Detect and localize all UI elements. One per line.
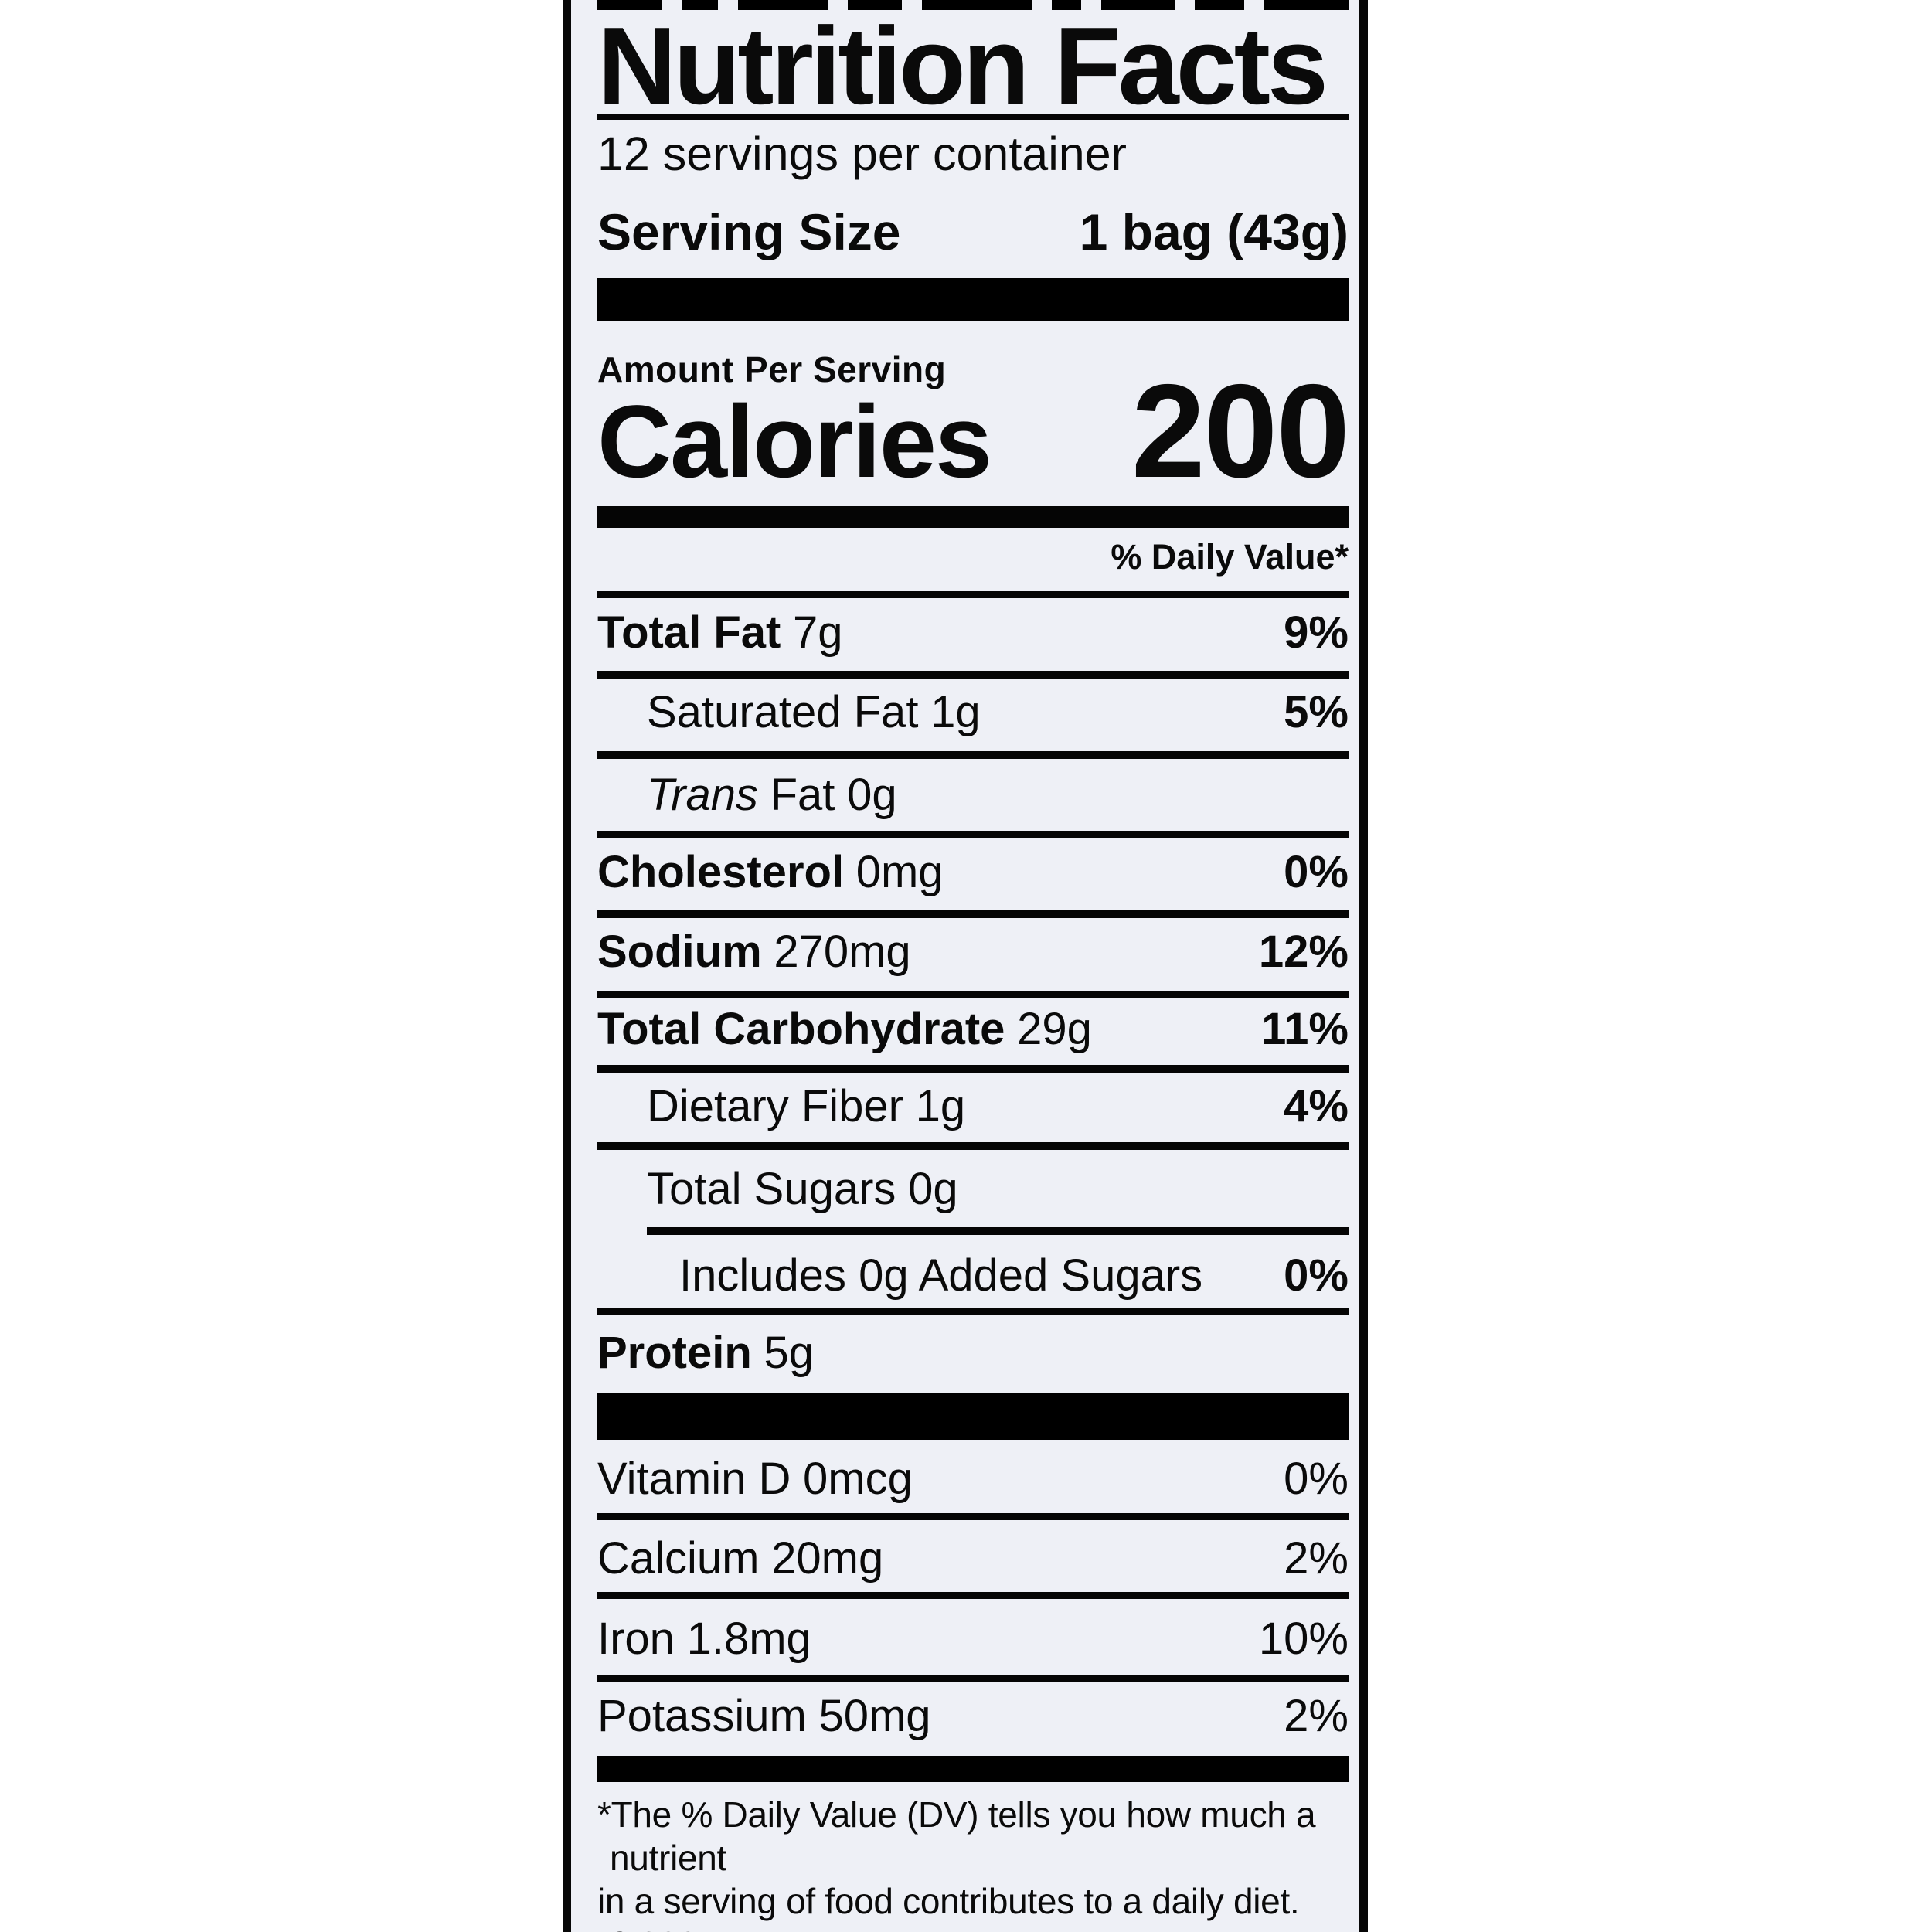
- micronutrient-row-iron: Iron 1.8mg 10%: [597, 1614, 1349, 1664]
- nutrient-name: Total Carbohydrate: [597, 1004, 1005, 1054]
- daily-value-header: % Daily Value*: [1111, 537, 1349, 577]
- divider-indented: [647, 1227, 1349, 1235]
- nutrient-dv: 0%: [1284, 1250, 1349, 1301]
- nutrient-amount: 0g: [847, 770, 897, 820]
- nutrient-amount: 7g: [793, 607, 843, 658]
- divider: [597, 751, 1349, 759]
- thick-bar-middle: [597, 1393, 1349, 1440]
- divider: [597, 831, 1349, 838]
- nutrient-name: Cholesterol: [597, 847, 845, 897]
- nutrient-name: Calcium: [597, 1533, 760, 1583]
- micronutrient-row-vitamin-d: Vitamin D 0mcg 0%: [597, 1454, 1349, 1504]
- divider: [597, 1065, 1349, 1073]
- nutrient-amount: 1g: [915, 1081, 966, 1131]
- footnote-line: in a serving of food contributes to a da…: [597, 1881, 1300, 1932]
- micronutrient-row-potassium: Potassium 50mg 2%: [597, 1692, 1349, 1741]
- nutrition-facts-label: Nutrition Facts 12 servings per containe…: [563, 0, 1368, 1932]
- nutrient-amount: 50mg: [818, 1691, 931, 1741]
- nutrient-dv: 5%: [1284, 687, 1349, 737]
- servings-per-container: 12 servings per container: [597, 128, 1127, 180]
- nutrient-row-total-fat: Total Fat 7g 9%: [597, 607, 1349, 658]
- divider: [597, 910, 1349, 918]
- nutrient-name: Includes 0g Added Sugars: [679, 1250, 1203, 1301]
- nutrient-amount: 20mg: [771, 1533, 884, 1583]
- nutrient-amount: 0mcg: [803, 1454, 913, 1504]
- micronutrient-row-calcium: Calcium 20mg 2%: [597, 1533, 1349, 1583]
- nutrient-row-trans-fat: Trans Fat 0g: [597, 770, 1349, 820]
- nutrient-dv: 2%: [1284, 1691, 1349, 1741]
- divider: [597, 1592, 1349, 1599]
- divider: [597, 991, 1349, 998]
- nutrient-dv: 10%: [1258, 1614, 1349, 1664]
- nutrient-name: Fat: [770, 770, 835, 820]
- calories-divider: [597, 506, 1349, 528]
- nutrient-dv: 9%: [1284, 607, 1349, 658]
- calories-value: 200: [1131, 357, 1350, 505]
- serving-size-row: Serving Size 1 bag (43g): [597, 202, 1349, 261]
- nutrient-name-italic: Trans: [647, 770, 758, 820]
- nutrient-amount: 1g: [930, 687, 981, 737]
- nutrient-amount: 29g: [1017, 1004, 1092, 1054]
- nutrient-amount: 5g: [764, 1328, 814, 1378]
- amount-per-serving: Amount Per Serving: [597, 349, 947, 389]
- nutrient-name: Iron: [597, 1614, 675, 1664]
- nutrient-dv: 0%: [1284, 847, 1349, 897]
- nutrient-name: Protein: [597, 1328, 752, 1378]
- nutrient-amount: 1.8mg: [686, 1614, 811, 1664]
- cropped-text-fragments: [597, 0, 1349, 10]
- nutrient-amount: 0g: [908, 1164, 958, 1214]
- nutrient-name: Potassium: [597, 1691, 807, 1741]
- label-title: Nutrition Facts: [597, 5, 1328, 128]
- nutrient-dv: 11%: [1261, 1004, 1349, 1054]
- thick-bar-bottom: [597, 1756, 1349, 1782]
- serving-size-label: Serving Size: [597, 203, 901, 260]
- divider: [597, 1675, 1349, 1682]
- divider: [597, 591, 1349, 598]
- nutrient-row-saturated-fat: Saturated Fat 1g 5%: [597, 687, 1349, 737]
- nutrient-amount: 270mg: [774, 927, 911, 977]
- title-divider: [597, 114, 1349, 120]
- calories-row: Calories 200: [597, 357, 1350, 505]
- nutrient-name: Vitamin D: [597, 1454, 791, 1504]
- calories-label: Calories: [597, 385, 992, 499]
- serving-size-value: 1 bag (43g): [1079, 203, 1349, 260]
- nutrient-row-total-sugars: Total Sugars 0g: [597, 1165, 1349, 1214]
- nutrient-name: Total Sugars: [647, 1164, 896, 1214]
- nutrient-dv: 4%: [1284, 1081, 1349, 1131]
- nutrient-name: Sodium: [597, 927, 762, 977]
- nutrient-row-protein: Protein 5g: [597, 1328, 1349, 1378]
- nutrient-amount: 0mg: [855, 847, 944, 897]
- nutrient-row-cholesterol: Cholesterol 0mg 0%: [597, 847, 1349, 897]
- divider: [597, 1142, 1349, 1150]
- nutrient-row-total-carbohydrate: Total Carbohydrate 29g 11%: [597, 1005, 1349, 1054]
- nutrient-dv: 0%: [1284, 1454, 1349, 1504]
- nutrient-row-sodium: Sodium 270mg 12%: [597, 927, 1349, 977]
- nutrient-dv: 12%: [1258, 927, 1349, 977]
- nutrient-name: Total Fat: [597, 607, 781, 658]
- nutrient-name: Dietary Fiber: [647, 1081, 903, 1131]
- daily-value-footnote: *The % Daily Value (DV) tells you how mu…: [597, 1793, 1349, 1932]
- nutrient-name: Saturated Fat: [647, 687, 919, 737]
- footnote-line: *The % Daily Value (DV) tells you how mu…: [597, 1794, 1316, 1878]
- nutrient-dv: 2%: [1284, 1533, 1349, 1583]
- divider: [597, 1513, 1349, 1520]
- nutrient-row-dietary-fiber: Dietary Fiber 1g 4%: [597, 1081, 1349, 1131]
- nutrient-row-added-sugars: Includes 0g Added Sugars 0%: [597, 1250, 1349, 1301]
- thick-bar-top: [597, 278, 1349, 321]
- divider: [597, 671, 1349, 679]
- divider: [597, 1308, 1349, 1315]
